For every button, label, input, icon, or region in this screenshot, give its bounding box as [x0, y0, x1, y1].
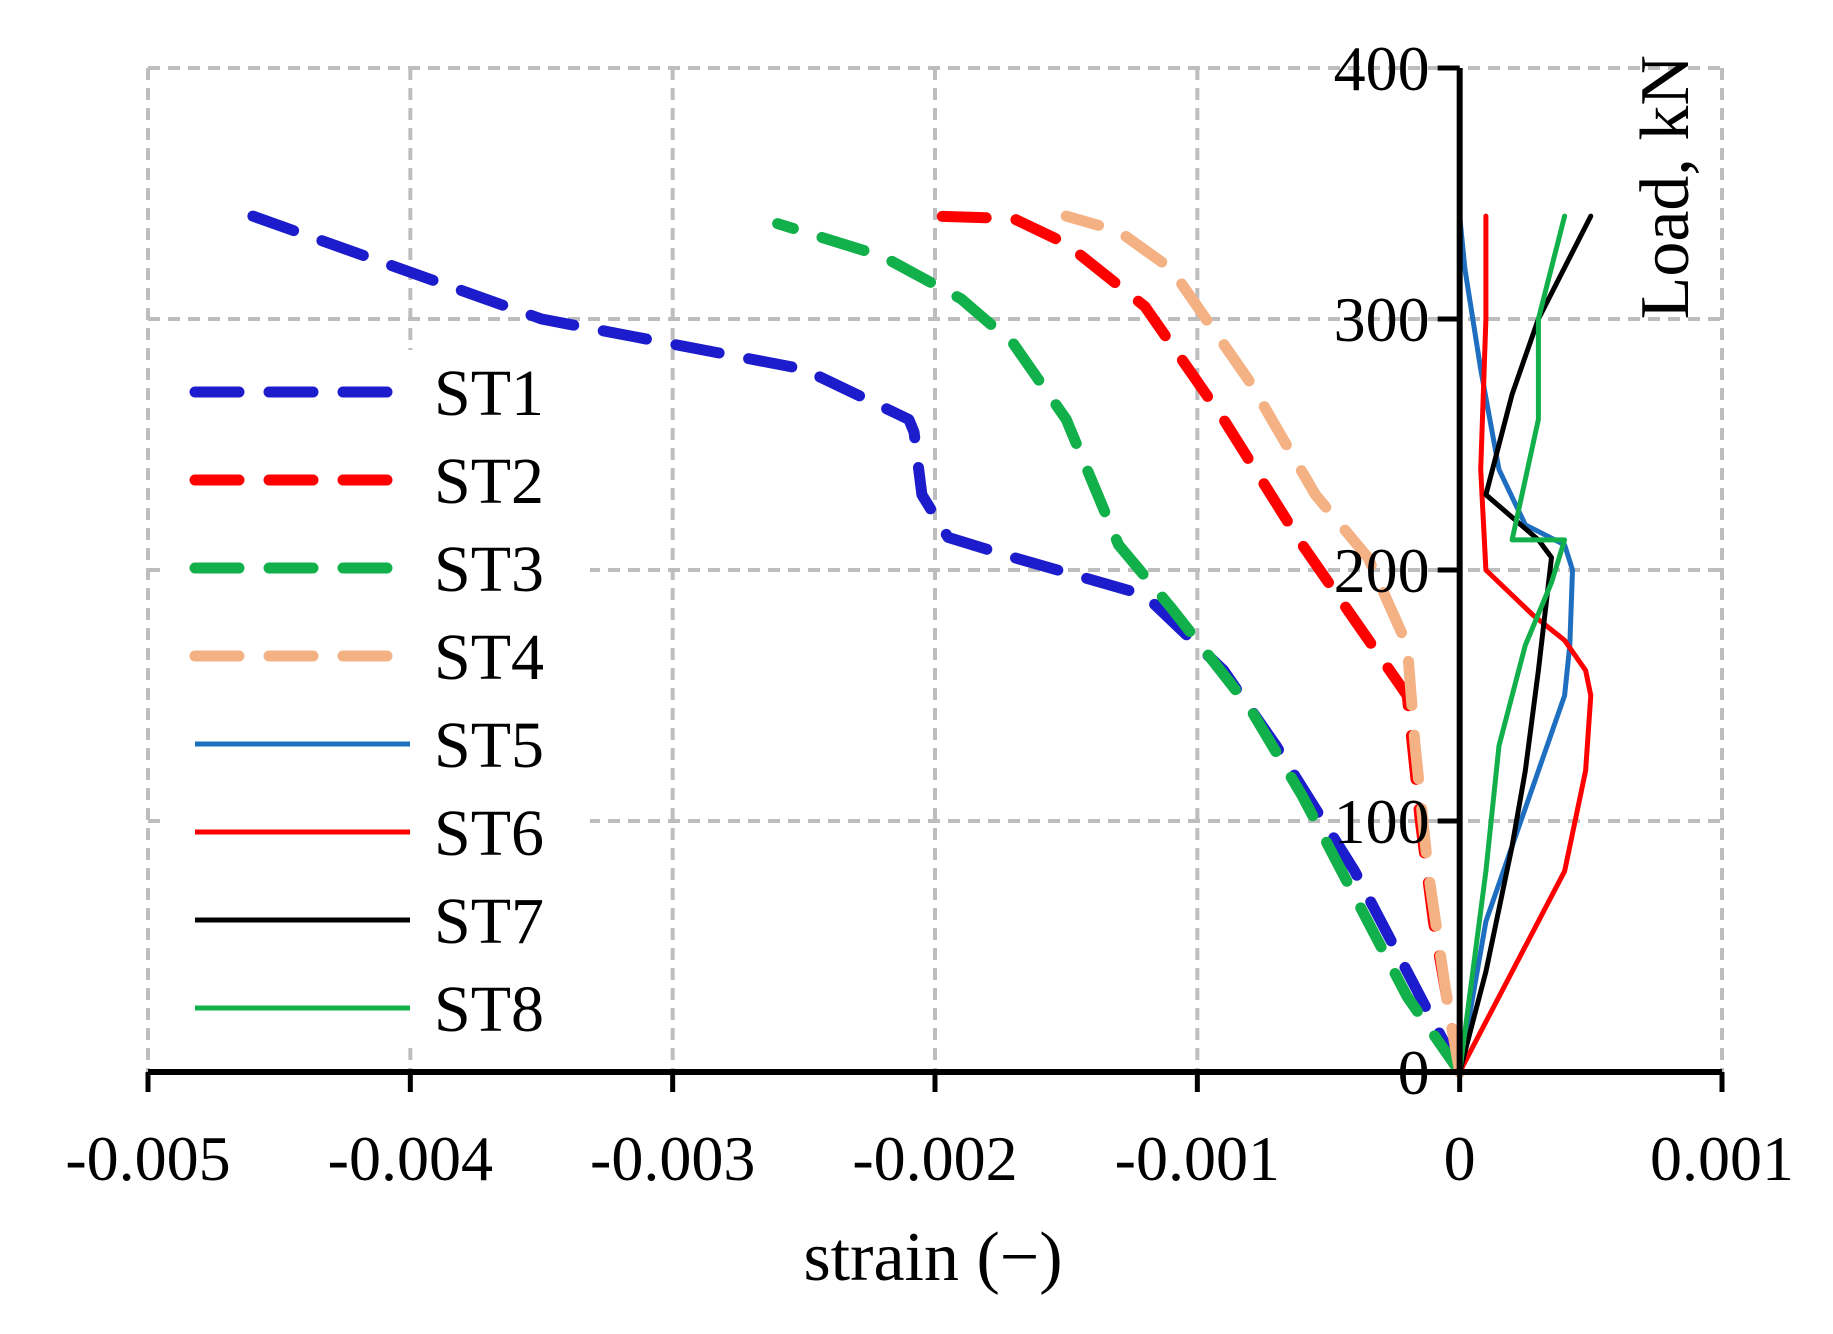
legend-background [160, 350, 590, 1040]
y-tick-labels: 0 100 200 300 400 [1334, 33, 1430, 1108]
legend: ST1 ST2 ST3 ST4 ST5 ST6 ST7 ST8 [160, 350, 590, 1046]
legend-label-st4: ST4 [434, 621, 544, 694]
legend-item-st4: ST4 [189, 621, 544, 694]
x-tick-labels: -0.005 -0.004 -0.003 -0.002 -0.001 0 0.001 [65, 1123, 1794, 1194]
y-tick-label-3: 300 [1334, 284, 1430, 355]
series-line-st7 [1457, 213, 1594, 1075]
axes [145, 65, 1725, 1092]
legend-label-st1: ST1 [434, 357, 544, 430]
series-line-st8 [1457, 213, 1568, 1075]
y-tick-label-1: 100 [1334, 786, 1430, 857]
legend-item-st8: ST8 [195, 973, 544, 1046]
legend-label-st6: ST6 [434, 797, 544, 870]
series-line-st1 [247, 210, 1466, 1078]
legend-item-st3: ST3 [189, 533, 544, 606]
x-tick-label-1: -0.004 [328, 1123, 493, 1194]
y-axis-title: Load, kN [1627, 55, 1704, 319]
series-lines [247, 210, 1594, 1078]
series-line-st6 [1457, 213, 1594, 1075]
x-axis-title: strain (−) [803, 1219, 1062, 1296]
legend-item-st6: ST6 [195, 797, 544, 870]
x-tick-label-5: 0 [1444, 1123, 1476, 1194]
legend-label-st7: ST7 [434, 885, 544, 958]
x-tick-label-0: -0.005 [65, 1123, 230, 1194]
x-tick-label-4: -0.001 [1115, 1123, 1280, 1194]
y-tick-label-0: 0 [1398, 1037, 1430, 1108]
legend-item-st1: ST1 [189, 357, 544, 430]
legend-item-st2: ST2 [189, 445, 544, 518]
legend-label-st3: ST3 [434, 533, 544, 606]
y-tick-label-4: 400 [1334, 33, 1430, 104]
series-line-st3 [772, 218, 1466, 1078]
legend-item-st7: ST7 [195, 885, 544, 958]
legend-label-st8: ST8 [434, 973, 544, 1046]
legend-item-st5: ST5 [195, 709, 544, 782]
legend-label-st5: ST5 [434, 709, 544, 782]
x-tick-label-3: -0.002 [852, 1123, 1017, 1194]
series-line-st2 [929, 210, 1466, 1078]
y-tick-label-2: 200 [1334, 535, 1430, 606]
series-line-st4 [1060, 210, 1466, 1078]
x-tick-label-6: 0.001 [1650, 1123, 1794, 1194]
x-tick-label-2: -0.003 [590, 1123, 755, 1194]
legend-label-st2: ST2 [434, 445, 544, 518]
